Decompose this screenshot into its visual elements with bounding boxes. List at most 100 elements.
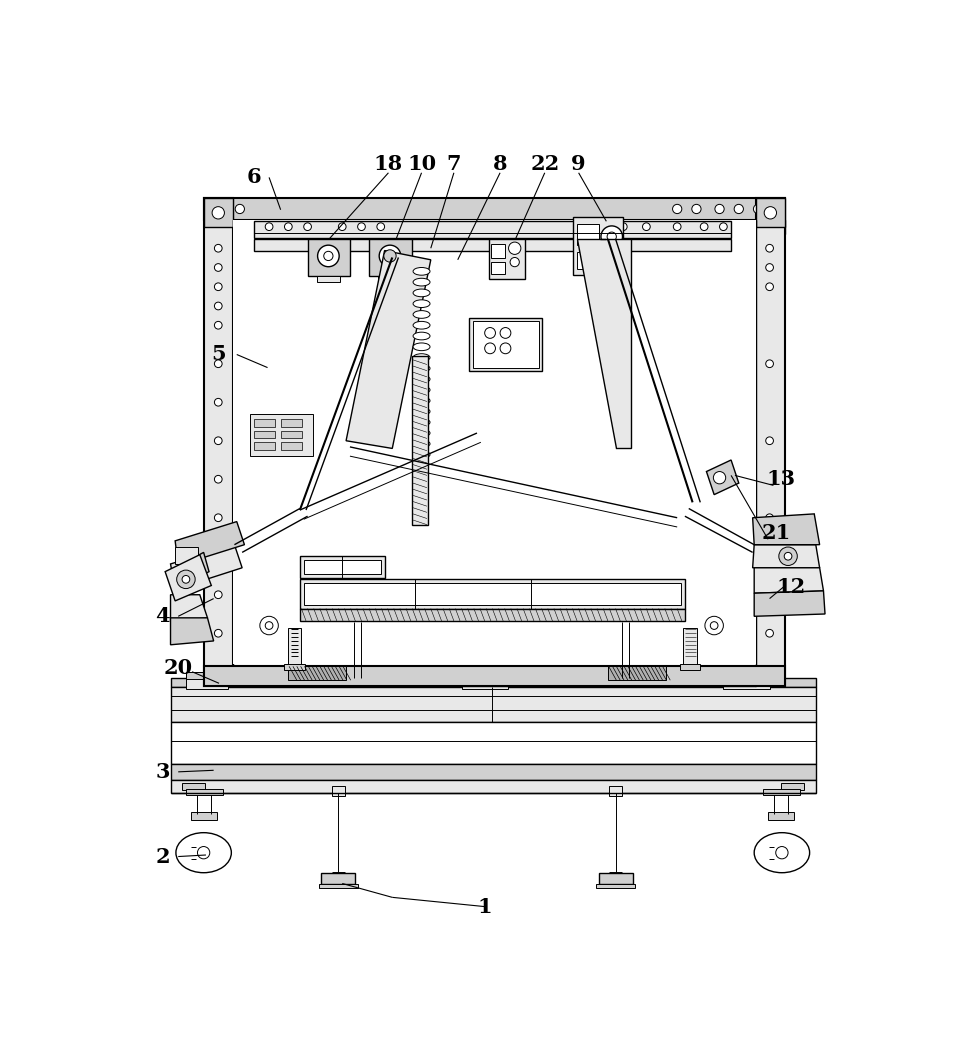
Bar (319, 885, 357, 888)
Circle shape (753, 204, 763, 214)
Bar (233, 220, 756, 686)
Ellipse shape (413, 451, 430, 458)
Bar (473, 321, 538, 368)
Circle shape (715, 204, 724, 214)
Circle shape (318, 245, 339, 267)
Bar (186, 789, 222, 795)
Circle shape (766, 591, 773, 598)
Text: 9: 9 (571, 153, 586, 174)
Ellipse shape (413, 365, 430, 372)
Circle shape (766, 359, 773, 368)
Bar (203, 198, 233, 227)
Bar (299, 609, 685, 621)
Circle shape (484, 343, 495, 353)
Circle shape (508, 242, 521, 254)
Bar (764, 789, 800, 795)
Bar (723, 672, 769, 689)
Circle shape (215, 437, 222, 445)
Circle shape (260, 616, 278, 635)
Circle shape (377, 223, 384, 230)
Circle shape (215, 321, 222, 329)
Circle shape (719, 223, 727, 230)
Bar (378, 276, 402, 282)
Circle shape (642, 223, 650, 230)
Text: 8: 8 (493, 153, 508, 174)
Circle shape (734, 204, 743, 214)
Polygon shape (753, 514, 820, 545)
Bar (768, 812, 794, 820)
Ellipse shape (413, 419, 430, 426)
Circle shape (711, 622, 718, 629)
Polygon shape (175, 522, 245, 566)
Bar (191, 812, 217, 820)
Polygon shape (170, 552, 209, 590)
Circle shape (215, 282, 222, 291)
Text: 12: 12 (776, 577, 806, 597)
Circle shape (235, 204, 245, 214)
Circle shape (215, 302, 222, 309)
Bar (253, 442, 275, 450)
Polygon shape (753, 545, 820, 568)
Bar (303, 561, 380, 574)
Circle shape (779, 547, 797, 566)
Circle shape (766, 629, 773, 637)
Text: 22: 22 (530, 153, 560, 174)
Circle shape (338, 223, 346, 230)
Circle shape (500, 343, 510, 353)
Text: 6: 6 (247, 168, 261, 188)
Circle shape (215, 475, 222, 483)
Circle shape (215, 552, 222, 561)
Ellipse shape (413, 321, 430, 329)
Circle shape (182, 575, 190, 584)
Circle shape (357, 223, 365, 230)
Text: 5: 5 (212, 345, 226, 365)
Bar (284, 664, 304, 670)
Circle shape (484, 327, 495, 339)
Ellipse shape (413, 311, 430, 318)
Circle shape (672, 204, 682, 214)
Bar (186, 672, 228, 689)
Circle shape (303, 223, 311, 230)
Circle shape (215, 629, 222, 637)
Circle shape (212, 206, 224, 219)
Text: 21: 21 (761, 523, 791, 543)
Bar (608, 666, 665, 680)
Circle shape (604, 253, 619, 268)
Circle shape (215, 264, 222, 271)
Bar (170, 779, 816, 793)
Bar (288, 666, 346, 680)
Circle shape (385, 251, 395, 260)
Circle shape (215, 398, 222, 406)
Bar (680, 664, 700, 670)
Polygon shape (707, 460, 739, 495)
Polygon shape (170, 545, 242, 590)
Bar (182, 784, 205, 790)
Ellipse shape (413, 440, 430, 448)
Circle shape (265, 622, 273, 629)
Bar (170, 678, 816, 687)
Circle shape (581, 223, 588, 230)
Circle shape (705, 616, 723, 635)
Bar (203, 198, 233, 686)
Bar (253, 239, 731, 250)
Bar (203, 666, 785, 686)
Polygon shape (577, 239, 631, 448)
Circle shape (765, 206, 776, 219)
Bar (573, 218, 623, 275)
Bar (186, 672, 228, 679)
Polygon shape (346, 250, 430, 448)
Bar (684, 628, 697, 665)
Bar (488, 239, 526, 279)
Bar (253, 221, 731, 239)
Text: 1: 1 (478, 896, 492, 917)
Circle shape (215, 514, 222, 522)
Circle shape (265, 223, 273, 230)
Circle shape (607, 232, 616, 242)
Circle shape (766, 282, 773, 291)
Circle shape (673, 223, 681, 230)
Bar (577, 252, 599, 269)
Bar (461, 672, 508, 679)
Bar (723, 672, 769, 679)
Bar (303, 584, 681, 604)
Polygon shape (165, 554, 211, 601)
